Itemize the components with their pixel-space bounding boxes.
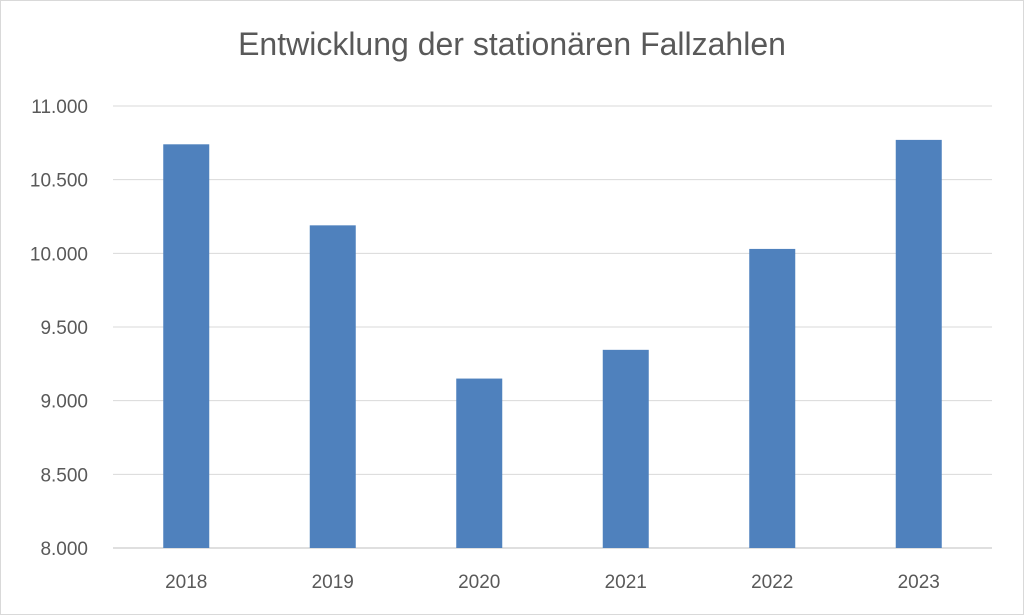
x-tick-label: 2019 [312,572,354,593]
y-axis-ticks: 8.000 8.500 9.000 9.500 10.000 10.500 11.000 [30,97,88,560]
bars [163,139,942,549]
y-tick-label: 8.000 [40,539,88,560]
y-tick-label: 11.000 [31,97,88,118]
y-tick-label: 9.000 [40,392,88,413]
x-axis-ticks: 2018 2019 2020 2021 2022 2023 [165,572,940,593]
bar-2021 [602,349,649,548]
x-tick-label: 2023 [898,572,940,593]
x-tick-label: 2018 [165,572,207,593]
bar-2019 [309,225,356,548]
x-tick-label: 2022 [751,572,793,593]
x-tick-label: 2020 [458,572,500,593]
y-tick-label: 10.500 [30,171,88,192]
bar-2018 [163,144,210,548]
bar-2022 [749,248,796,548]
y-tick-label: 8.500 [40,465,88,486]
y-tick-label: 9.500 [40,318,88,339]
x-tick-label: 2021 [605,572,647,593]
bar-2020 [456,378,503,548]
bar-2023 [895,139,942,549]
chart-title: Entwicklung der stationären Fallzahlen [238,26,786,62]
gridlines [113,105,992,549]
y-tick-label: 10.000 [30,244,88,265]
